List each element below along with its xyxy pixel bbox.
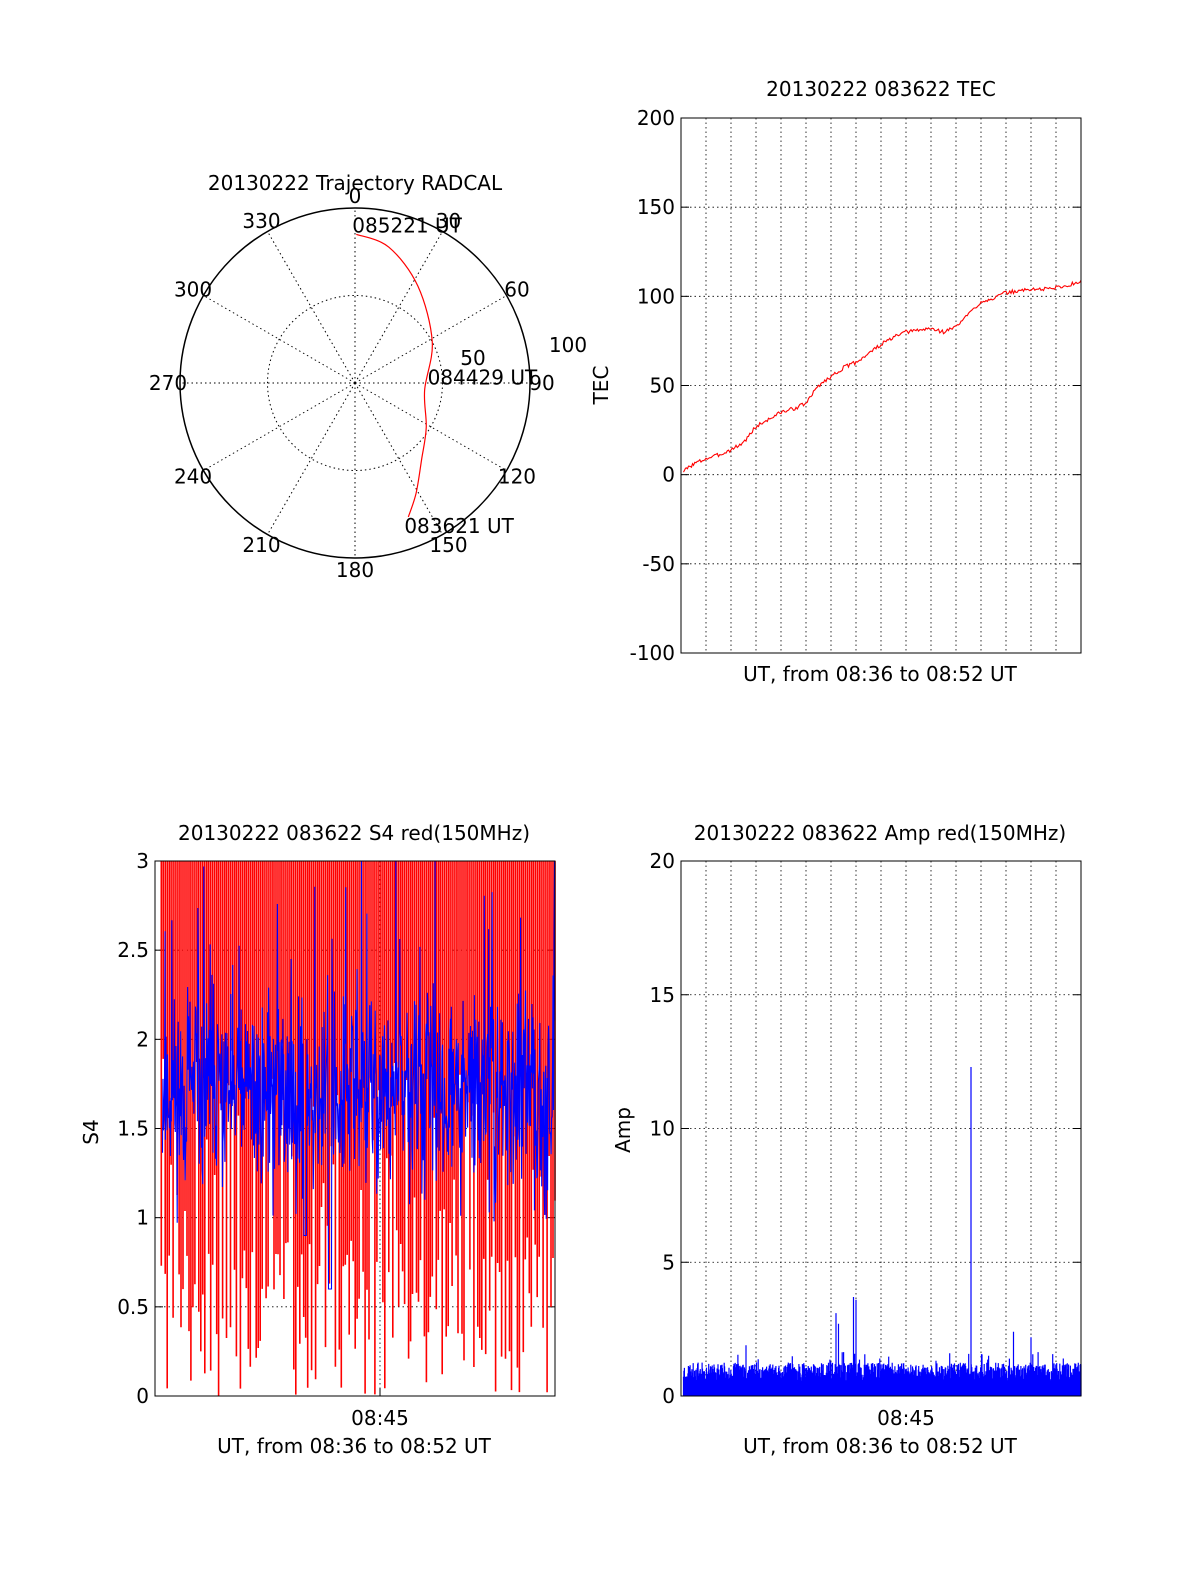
tec-y-tick-labels: -100 -50 0 50 100 150 200 <box>630 106 675 665</box>
trajectory-time-label: 084429 UT <box>428 365 538 389</box>
s4-x-tick-label: 08:45 <box>351 1406 409 1430</box>
polar-angle-label: 330 <box>242 209 280 233</box>
amp-y-tick-labels: 0 5 10 15 20 <box>650 849 675 1408</box>
amp-y-axis-label: Amp <box>611 1107 635 1153</box>
polar-angle-label: 60 <box>504 278 529 302</box>
amp-title: 20130222 083622 Amp red(150MHz) <box>694 821 1066 845</box>
tec-x-axis-label: UT, from 08:36 to 08:52 UT <box>743 662 1018 686</box>
y-tick-label: 20 <box>650 849 675 873</box>
polar-spoke <box>267 382 356 535</box>
polar-angle-label: 30 <box>436 209 461 233</box>
polar-angle-label: 90 <box>529 371 554 395</box>
y-tick-label: 200 <box>637 106 675 130</box>
s4-title: 20130222 083622 S4 red(150MHz) <box>178 821 530 845</box>
y-tick-label: -50 <box>642 552 675 576</box>
polar-angle-label: 0 <box>349 184 362 208</box>
y-tick-label: 0 <box>136 1384 149 1408</box>
polar-angle-label: 240 <box>174 465 212 489</box>
tec-y-axis-label: TEC <box>589 366 613 406</box>
y-tick-label: 0 <box>662 1384 675 1408</box>
s4-y-tick-labels: 0 0.5 1 1.5 2 2.5 3 <box>117 849 149 1408</box>
polar-spoke <box>354 231 443 384</box>
polar-angle-label: 210 <box>242 533 280 557</box>
tec-plot-frame <box>680 117 1082 654</box>
y-tick-label: 0 <box>662 463 675 487</box>
trajectory-series: 083621 UT 084429 UT 085221 UT <box>352 213 538 538</box>
polar-angle-label: 180 <box>336 558 374 582</box>
amp-x-axis-label: UT, from 08:36 to 08:52 UT <box>743 1434 1018 1458</box>
amp-plot: 20130222 083622 Amp red(150MHz) 0 5 10 15 20… <box>611 821 1082 1458</box>
polar-angle-label: 150 <box>429 533 467 557</box>
s4-y-axis-label: S4 <box>79 1119 103 1144</box>
s4-blue-series <box>161 860 556 1290</box>
s4-plot-frame <box>154 860 556 1397</box>
y-tick-label: 50 <box>650 374 675 398</box>
s4-series <box>160 860 556 1396</box>
polar-radial-label: 100 <box>549 333 587 357</box>
y-tick-label: 2 <box>136 1027 149 1051</box>
y-tick-label: 0.5 <box>117 1295 149 1319</box>
polar-angle-label: 270 <box>149 371 187 395</box>
y-tick-label: 3 <box>136 849 149 873</box>
y-tick-label: -100 <box>630 641 675 665</box>
s4-plot: 20130222 083622 S4 red(150MHz) 0 0.5 1 1.5 2… <box>79 821 556 1458</box>
y-tick-label: 1 <box>136 1206 149 1230</box>
tec-title: 20130222 083622 TEC <box>766 77 996 101</box>
polar-angle-labels: 0 30 60 90 120 150 180 210 240 270 300 330 <box>149 184 555 582</box>
polar-inner-circle <box>267 295 443 471</box>
y-tick-label: 100 <box>637 284 675 308</box>
trajectory-time-label: 085221 UT <box>352 213 462 237</box>
polar-angle-label: 120 <box>498 465 536 489</box>
polar-grid <box>179 207 531 559</box>
y-tick-label: 150 <box>637 195 675 219</box>
amp-plot-frame <box>680 860 1082 1397</box>
polar-radial-labels: 50 100 <box>460 333 587 370</box>
y-tick-label: 2.5 <box>117 938 149 962</box>
polar-angle-label: 300 <box>174 278 212 302</box>
polar-radial-label: 50 <box>460 346 485 370</box>
polar-title: 20130222 Trajectory RADCAL <box>208 171 503 195</box>
polar-spoke <box>203 382 356 471</box>
y-tick-label: 1.5 <box>117 1117 149 1141</box>
trajectory-time-label: 083621 UT <box>404 514 514 538</box>
trajectory-line <box>356 233 433 518</box>
amp-series-line <box>682 1067 1082 1396</box>
amp-grid <box>681 860 1081 1397</box>
polar-outer-circle <box>179 207 531 559</box>
tec-grid <box>681 117 1081 654</box>
tec-line <box>683 280 1082 473</box>
polar-trajectory-plot: 20130222 Trajectory RADCAL 0 30 60 90 120 150… <box>149 171 587 582</box>
y-tick-label: 5 <box>662 1250 675 1274</box>
y-tick-label: 15 <box>650 983 675 1007</box>
amp-series <box>682 1067 1082 1396</box>
tec-series <box>683 280 1082 473</box>
y-tick-label: 10 <box>650 1117 675 1141</box>
amp-x-tick-label: 08:45 <box>877 1406 935 1430</box>
tec-plot: 20130222 083622 TEC -100-50050100150200 … <box>589 77 1082 686</box>
s4-x-axis-label: UT, from 08:36 to 08:52 UT <box>217 1434 492 1458</box>
